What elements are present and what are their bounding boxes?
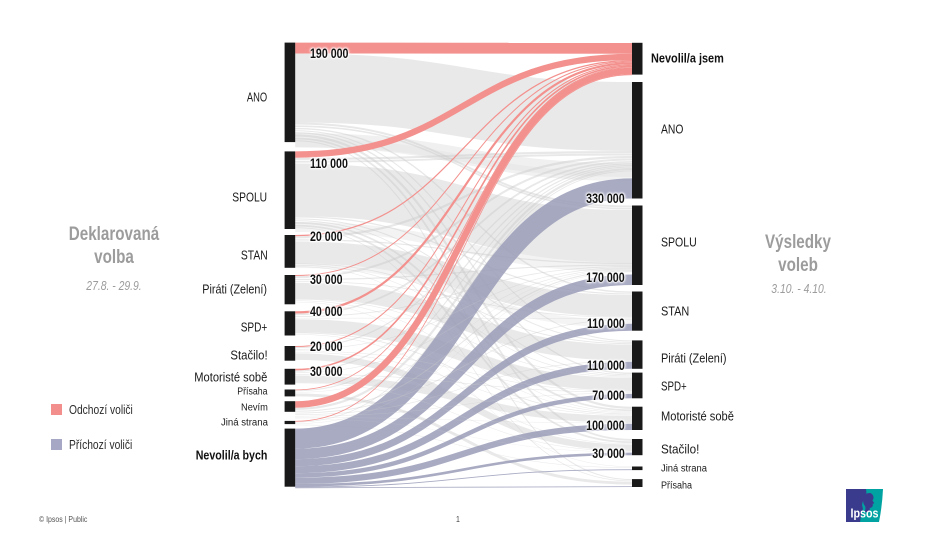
svg-text:Ipsos: Ipsos xyxy=(851,506,879,521)
